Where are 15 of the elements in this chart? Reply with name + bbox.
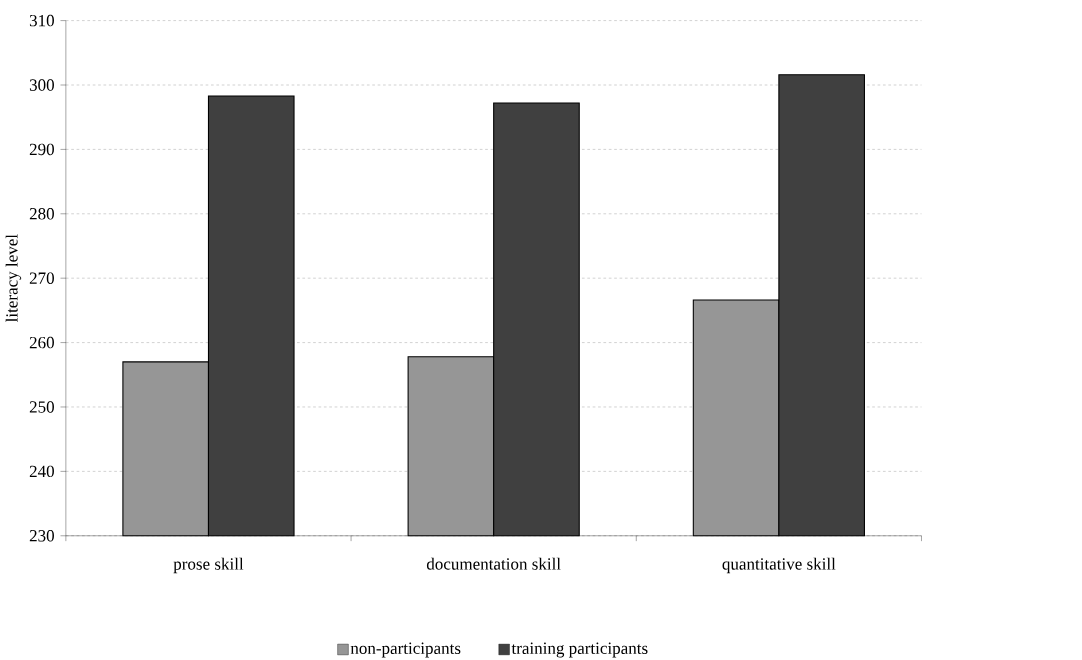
y-tick-label: 230 <box>29 530 54 542</box>
y-tick-label: 300 <box>29 79 54 91</box>
y-axis-title: literacy level <box>5 234 22 323</box>
y-tick-label: 310 <box>29 14 54 27</box>
y-tick-label: 270 <box>29 272 54 284</box>
legend-label: training participants <box>511 642 648 658</box>
x-tick-label: quantitative skill <box>722 557 836 574</box>
y-tick-label: 240 <box>29 465 54 478</box>
y-tick-label: 280 <box>29 208 54 220</box>
y-tick-label: 250 <box>29 401 54 413</box>
legend-label: non-participants <box>350 642 461 658</box>
y-tick-label: 260 <box>29 336 54 349</box>
y-tick-label: 290 <box>29 143 54 156</box>
x-tick-label: documentation skill <box>426 557 561 570</box>
x-tick-label: prose skill <box>173 557 244 574</box>
